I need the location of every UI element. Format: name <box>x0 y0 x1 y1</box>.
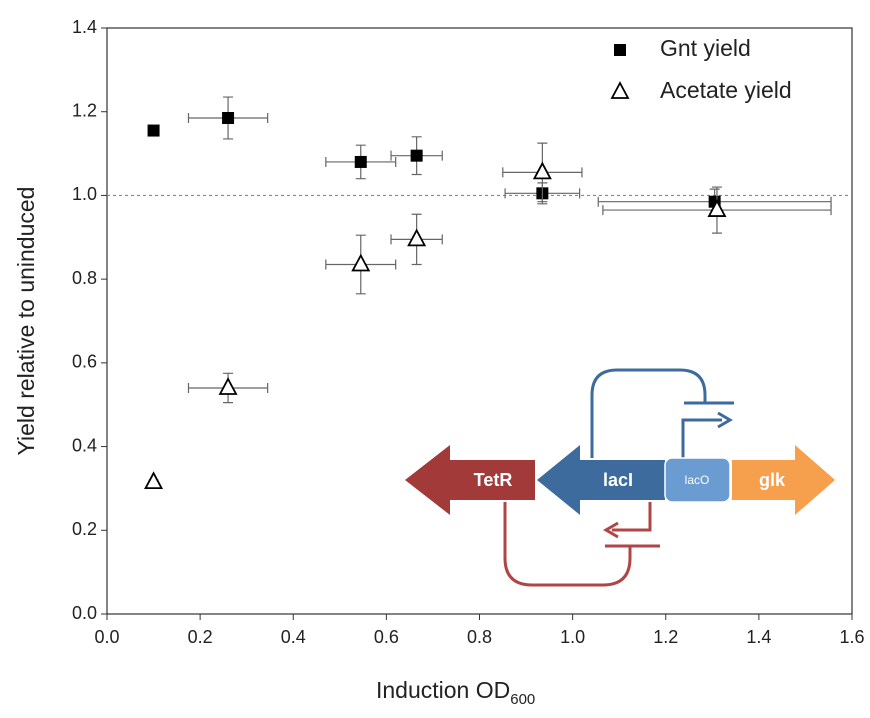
legend-label: Gnt yield <box>660 35 751 61</box>
data-point <box>147 124 160 137</box>
gene-label: lacI <box>603 470 633 490</box>
data-point <box>144 471 164 490</box>
promoter-arrowhead <box>717 411 733 429</box>
data-point <box>354 155 367 168</box>
x-axis-label: Induction OD600 <box>376 677 535 708</box>
data-point <box>222 111 235 124</box>
operator-box <box>664 457 731 503</box>
plot-frame <box>106 27 853 615</box>
gene-arrow <box>405 445 535 515</box>
y-tick-label: 1.2 <box>72 100 97 120</box>
x-tick-label: 1.4 <box>746 627 771 647</box>
x-tick-label: 1.2 <box>653 627 678 647</box>
data-point <box>218 377 238 395</box>
data-point <box>351 253 371 272</box>
x-tick-label: 0.4 <box>281 627 306 647</box>
y-tick-label: 0.2 <box>72 519 97 539</box>
x-axis-label-main: Induction OD <box>376 677 510 703</box>
promoter-arrow <box>681 418 722 458</box>
legend-marker <box>614 44 626 56</box>
legend-label: Acetate yield <box>660 77 792 103</box>
gene-arrow <box>537 445 665 515</box>
repression-line <box>503 502 632 587</box>
y-axis-label: Yield relative to uninduced <box>13 187 39 456</box>
x-tick-label: 1.0 <box>560 627 585 647</box>
x-tick-label: 0.8 <box>467 627 492 647</box>
repression-line <box>590 368 707 458</box>
y-tick-label: 1.4 <box>72 17 97 37</box>
x-tick-label: 0.2 <box>188 627 213 647</box>
x-tick-label: 1.6 <box>839 627 864 647</box>
legend-marker <box>610 81 630 99</box>
y-tick-label: 0.4 <box>72 435 97 455</box>
data-point <box>407 228 427 247</box>
y-tick-label: 0.0 <box>72 603 97 623</box>
data-point <box>707 199 727 217</box>
x-axis-label-sub: 600 <box>510 691 535 708</box>
y-tick-label: 0.6 <box>72 352 97 372</box>
data-point <box>410 149 423 162</box>
gene-label: glk <box>759 470 786 490</box>
operator-label: lacO <box>685 473 710 487</box>
data-point <box>532 161 552 180</box>
gene-label: TetR <box>474 470 513 490</box>
x-tick-label: 0.6 <box>374 627 399 647</box>
promoter-arrow <box>612 502 652 532</box>
gene-arrow <box>732 445 835 515</box>
y-tick-label: 0.8 <box>72 268 97 288</box>
x-tick-label: 0.0 <box>94 627 119 647</box>
gene-circuit-diagram: TetR lacI lacO glk <box>405 368 835 587</box>
promoter-arrowhead <box>603 521 619 539</box>
y-tick-label: 1.0 <box>72 184 97 204</box>
